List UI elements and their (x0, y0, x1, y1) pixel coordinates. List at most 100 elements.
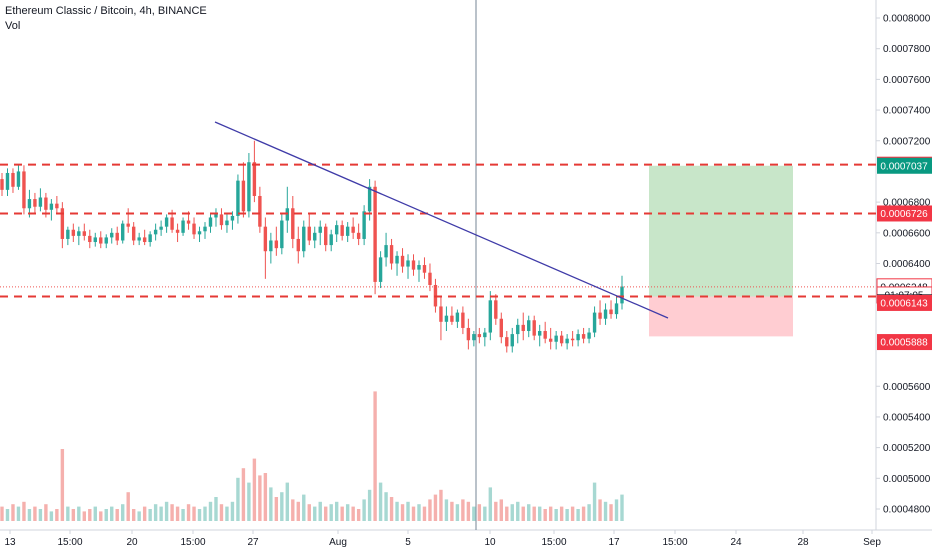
volume-bar (340, 506, 344, 521)
volume-bar (236, 477, 240, 521)
volume-bar (77, 506, 81, 521)
candle-body (192, 223, 196, 235)
volume-bar (153, 504, 158, 521)
time-tick-label: 10 (484, 537, 496, 548)
candle-body (49, 203, 54, 210)
price-tick-label: 0.0005000 (883, 474, 931, 485)
candle-body (60, 208, 65, 239)
candle-body (477, 334, 482, 338)
candle-body (439, 306, 443, 322)
candle-body (181, 220, 185, 233)
volume-bar (543, 509, 547, 521)
volume-bar (142, 506, 147, 521)
volume-bar (137, 511, 141, 521)
candle-body (252, 162, 257, 196)
candle-body (362, 211, 366, 239)
candle-body (208, 217, 213, 227)
candle-body (532, 320, 536, 336)
volume-bar (356, 509, 361, 521)
candle-body (488, 300, 493, 333)
candle-body (521, 324, 525, 332)
profit-target-zone[interactable] (649, 165, 793, 297)
volume-bar (324, 506, 328, 521)
price-tick-label: 0.0007800 (883, 44, 931, 55)
candle-body (307, 226, 311, 241)
candle-body (494, 300, 498, 319)
stop-loss-zone[interactable] (649, 296, 793, 337)
volume-bar (455, 504, 460, 521)
candle-body (395, 255, 399, 264)
volume-bar (510, 504, 514, 521)
candle-body (230, 215, 235, 221)
volume-bar (93, 506, 97, 521)
candle-body (137, 237, 141, 241)
candle-body (422, 265, 427, 273)
volume-bar (55, 509, 59, 521)
price-tag-label: 0.0007037 (880, 161, 928, 172)
price-tag-label: 0.0006143 (880, 298, 928, 309)
candle-body (428, 272, 432, 285)
volume-bar (422, 506, 427, 521)
volume-bar (537, 506, 542, 521)
candle-body (110, 232, 114, 238)
time-tick-label: 27 (247, 537, 259, 548)
candle-body (175, 229, 180, 233)
volume-bar (44, 504, 48, 521)
candle-body (131, 226, 136, 241)
price-tag-label: 0.0006726 (880, 209, 928, 220)
candle-body (483, 332, 487, 338)
candle-body (121, 223, 125, 241)
candle-body (82, 231, 87, 236)
volume-bar (296, 501, 300, 521)
candle-body (104, 237, 108, 244)
candle-body (554, 335, 558, 342)
candle-body (461, 312, 465, 328)
volume-bar (554, 509, 558, 521)
volume-bar (472, 506, 476, 521)
candle-body (88, 235, 92, 243)
candle-body (367, 186, 372, 212)
candle-body (543, 331, 547, 339)
volume-bar (384, 492, 388, 521)
time-tick-label: 13 (4, 537, 16, 548)
volume-bar (208, 501, 213, 521)
time-tick-label: Aug (329, 537, 347, 548)
volume-bar (88, 509, 92, 521)
candle-body (598, 312, 602, 319)
symbol-title[interactable]: Ethereum Classic / Bitcoin, 4h, BINANCE (5, 5, 207, 17)
candle-body (527, 320, 531, 332)
volume-bar (291, 499, 295, 521)
volume-bar (131, 509, 136, 521)
candle-body (11, 172, 15, 187)
candle-body (126, 223, 130, 227)
candle-body (444, 315, 449, 322)
candle-body (0, 179, 4, 190)
candle-body (587, 332, 591, 339)
volume-bar (373, 391, 377, 521)
volume-bar (263, 473, 268, 521)
volume-bar (5, 509, 10, 521)
time-tick-label: 15:00 (662, 537, 687, 548)
volume-bar (505, 506, 509, 521)
price-tag-label: 0.0005888 (880, 338, 928, 349)
candle-body (170, 217, 174, 230)
candle-body (510, 334, 514, 347)
price-tick-label: 0.0006600 (883, 228, 931, 239)
candle-body (225, 220, 229, 226)
volume-bar (614, 499, 619, 521)
price-tag: 0.0006726 (877, 205, 932, 222)
volume-bar (318, 501, 322, 521)
volume-bar (406, 501, 410, 521)
price-tick-label: 0.0007400 (883, 106, 931, 117)
volume-bar (252, 458, 257, 521)
volume-bar (483, 506, 487, 521)
volume-bar (565, 509, 569, 521)
time-tick-label: 17 (608, 537, 620, 548)
volume-bar (477, 504, 482, 521)
volume-indicator-label[interactable]: Vol (5, 20, 21, 32)
trendline[interactable] (214, 121, 669, 319)
price-tag: 0.0006143 (877, 294, 932, 311)
time-tick-label: Sep (863, 537, 881, 548)
